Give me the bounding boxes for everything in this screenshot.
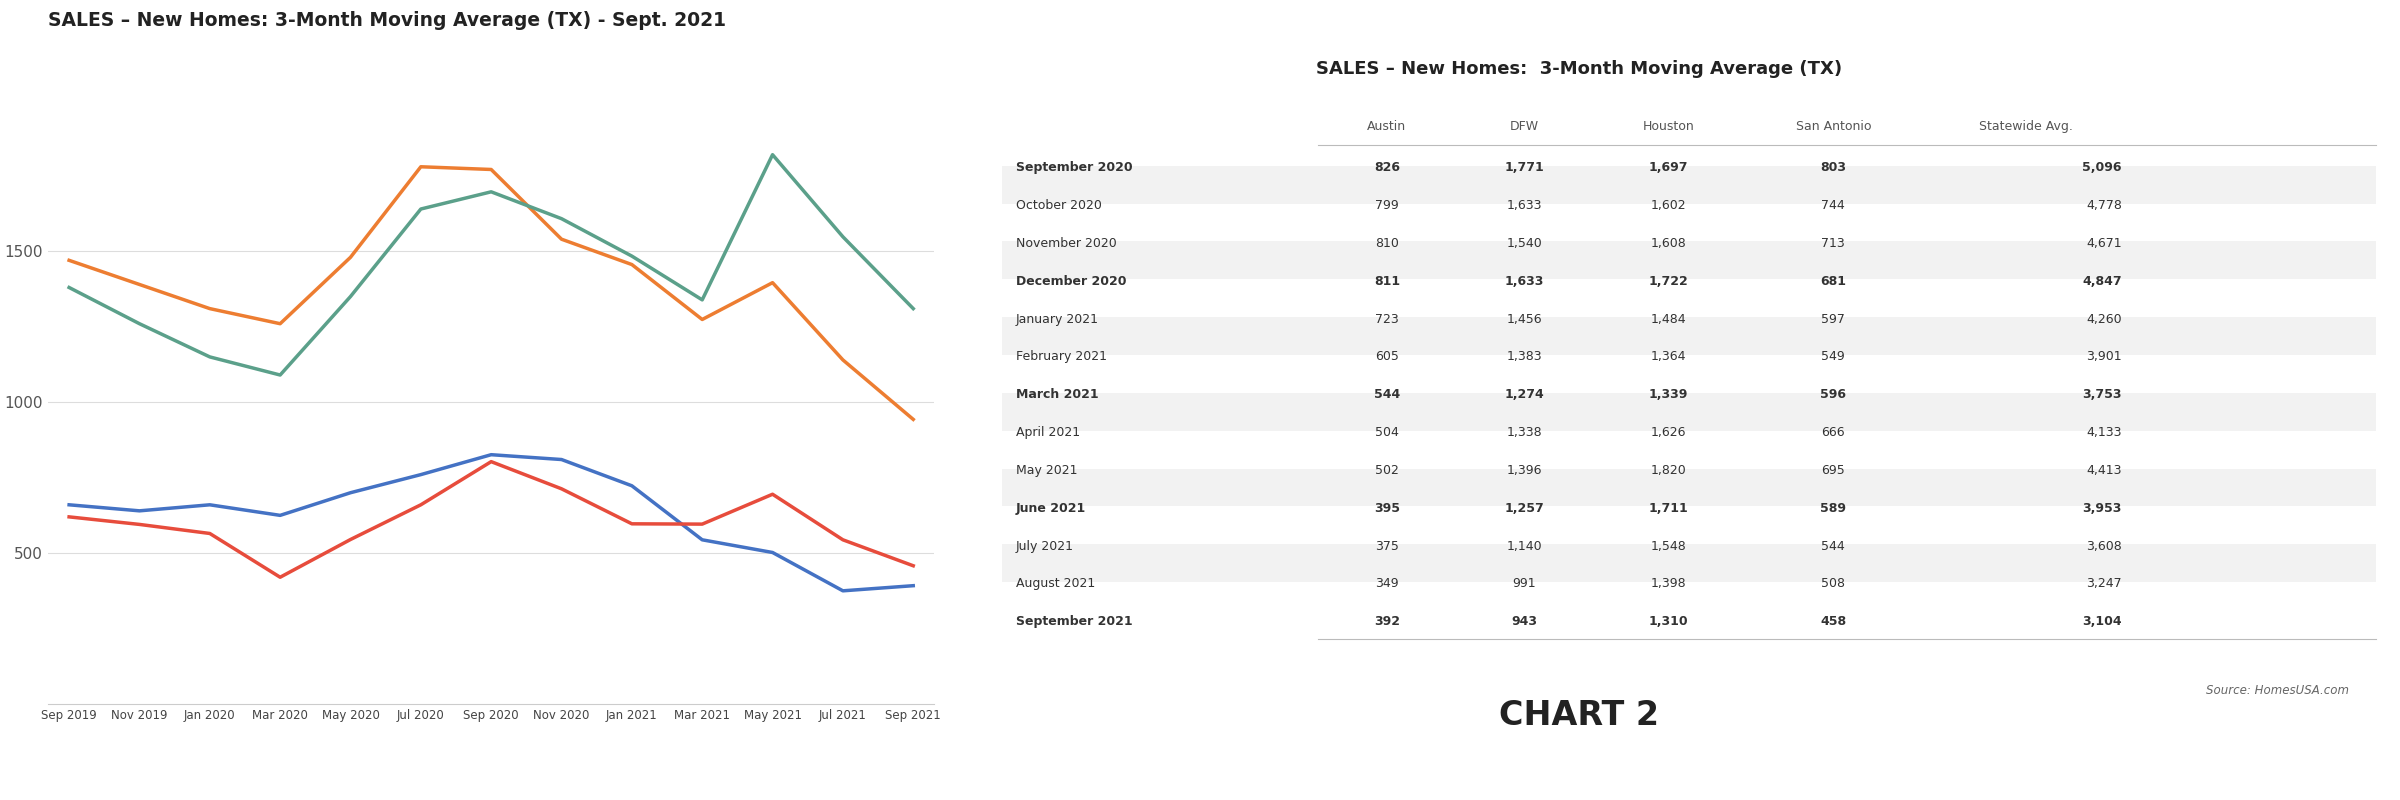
Text: 1,339: 1,339	[1649, 388, 1687, 402]
FancyBboxPatch shape	[1003, 544, 2376, 582]
Text: September 2020: September 2020	[1015, 161, 1133, 174]
Text: 1,771: 1,771	[1505, 161, 1543, 174]
FancyBboxPatch shape	[1003, 393, 2376, 430]
Text: 1,820: 1,820	[1651, 464, 1687, 477]
Text: 1,540: 1,540	[1507, 237, 1543, 250]
Text: 4,413: 4,413	[2086, 464, 2122, 477]
Text: 3,901: 3,901	[2086, 350, 2122, 363]
Text: 1,608: 1,608	[1651, 237, 1687, 250]
Text: 1,310: 1,310	[1649, 615, 1687, 628]
Text: August 2021: August 2021	[1015, 578, 1094, 590]
Text: 1,456: 1,456	[1507, 313, 1543, 326]
Text: 666: 666	[1822, 426, 1846, 439]
Text: 596: 596	[1819, 388, 1846, 402]
Text: 811: 811	[1373, 274, 1399, 288]
Text: 1,633: 1,633	[1507, 199, 1541, 212]
Text: 3,608: 3,608	[2086, 540, 2122, 553]
Text: 1,602: 1,602	[1651, 199, 1687, 212]
Text: 799: 799	[1375, 199, 1399, 212]
Text: 1,633: 1,633	[1505, 274, 1543, 288]
Text: 810: 810	[1375, 237, 1399, 250]
Text: 943: 943	[1512, 615, 1538, 628]
Text: 803: 803	[1819, 161, 1846, 174]
Text: 1,398: 1,398	[1651, 578, 1687, 590]
Text: 1,722: 1,722	[1649, 274, 1687, 288]
Text: 458: 458	[1819, 615, 1846, 628]
Text: 713: 713	[1822, 237, 1846, 250]
Text: 744: 744	[1822, 199, 1846, 212]
Text: January 2021: January 2021	[1015, 313, 1099, 326]
Text: 3,953: 3,953	[2083, 502, 2122, 514]
Text: DFW: DFW	[1510, 120, 1538, 133]
Text: 544: 544	[1822, 540, 1846, 553]
Text: 1,626: 1,626	[1651, 426, 1687, 439]
Text: 605: 605	[1375, 350, 1399, 363]
Text: 1,383: 1,383	[1507, 350, 1543, 363]
Text: 4,260: 4,260	[2086, 313, 2122, 326]
Text: September 2021: September 2021	[1015, 615, 1133, 628]
Text: Source: HomesUSA.com: Source: HomesUSA.com	[2206, 684, 2350, 698]
Text: 681: 681	[1819, 274, 1846, 288]
Text: October 2020: October 2020	[1015, 199, 1102, 212]
Text: 502: 502	[1375, 464, 1399, 477]
Text: March 2021: March 2021	[1015, 388, 1099, 402]
Text: June 2021: June 2021	[1015, 502, 1087, 514]
Text: 3,753: 3,753	[2083, 388, 2122, 402]
Text: 504: 504	[1375, 426, 1399, 439]
Text: May 2021: May 2021	[1015, 464, 1078, 477]
FancyBboxPatch shape	[1003, 242, 2376, 279]
Text: 723: 723	[1375, 313, 1399, 326]
Text: 589: 589	[1819, 502, 1846, 514]
Text: Houston: Houston	[1642, 120, 1694, 133]
Text: 508: 508	[1822, 578, 1846, 590]
Text: 4,133: 4,133	[2086, 426, 2122, 439]
Text: 1,711: 1,711	[1649, 502, 1687, 514]
Text: 1,484: 1,484	[1651, 313, 1687, 326]
Text: 1,697: 1,697	[1649, 161, 1687, 174]
Text: 3,104: 3,104	[2083, 615, 2122, 628]
Text: SALES – New Homes:  3-Month Moving Average (TX): SALES – New Homes: 3-Month Moving Averag…	[1315, 60, 1843, 78]
Text: Statewide Avg.: Statewide Avg.	[1978, 120, 2074, 133]
Text: 1,364: 1,364	[1651, 350, 1687, 363]
Text: 991: 991	[1512, 578, 1536, 590]
Text: 4,847: 4,847	[2083, 274, 2122, 288]
FancyBboxPatch shape	[1003, 469, 2376, 506]
Text: 395: 395	[1373, 502, 1399, 514]
Text: 549: 549	[1822, 350, 1846, 363]
Text: 392: 392	[1373, 615, 1399, 628]
Text: 1,396: 1,396	[1507, 464, 1541, 477]
Text: December 2020: December 2020	[1015, 274, 1126, 288]
Text: San Antonio: San Antonio	[1795, 120, 1872, 133]
Text: 1,140: 1,140	[1507, 540, 1543, 553]
Text: 3,247: 3,247	[2086, 578, 2122, 590]
FancyBboxPatch shape	[1003, 317, 2376, 355]
Text: 1,338: 1,338	[1507, 426, 1543, 439]
Text: July 2021: July 2021	[1015, 540, 1073, 553]
Text: 1,257: 1,257	[1505, 502, 1543, 514]
Text: 4,671: 4,671	[2086, 237, 2122, 250]
Text: 349: 349	[1375, 578, 1399, 590]
Text: 1,548: 1,548	[1651, 540, 1687, 553]
Text: 695: 695	[1822, 464, 1846, 477]
Text: 826: 826	[1373, 161, 1399, 174]
Text: SALES – New Homes: 3-Month Moving Average (TX) - Sept. 2021: SALES – New Homes: 3-Month Moving Averag…	[48, 11, 727, 30]
Text: 5,096: 5,096	[2083, 161, 2122, 174]
Text: 544: 544	[1373, 388, 1399, 402]
Text: 375: 375	[1375, 540, 1399, 553]
Text: CHART 2: CHART 2	[1500, 698, 1658, 731]
Text: November 2020: November 2020	[1015, 237, 1116, 250]
Text: 1,274: 1,274	[1505, 388, 1543, 402]
Text: April 2021: April 2021	[1015, 426, 1080, 439]
FancyBboxPatch shape	[1003, 166, 2376, 203]
Text: February 2021: February 2021	[1015, 350, 1106, 363]
Text: 597: 597	[1822, 313, 1846, 326]
Text: Austin: Austin	[1368, 120, 1406, 133]
Text: 4,778: 4,778	[2086, 199, 2122, 212]
